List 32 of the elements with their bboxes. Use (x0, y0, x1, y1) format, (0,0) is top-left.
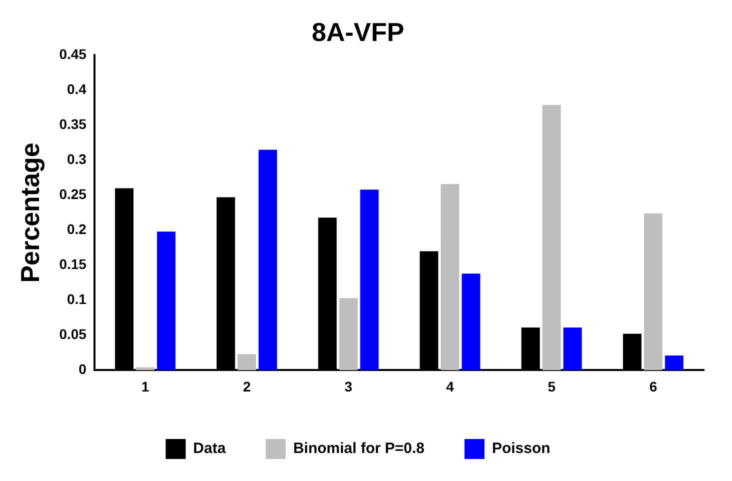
bar (440, 184, 460, 370)
legend-label: Poisson (492, 440, 550, 458)
y-tick-label: 0 (78, 361, 87, 378)
x-tick-label: 1 (141, 378, 150, 394)
chart-title: 8A-VFP (312, 16, 404, 47)
x-tick-label: 3 (344, 378, 353, 394)
bar (238, 354, 256, 370)
y-tick-label: 0.3 (66, 151, 87, 168)
bar (563, 328, 582, 370)
y-tick-label: 0.05 (59, 326, 87, 342)
legend-label: Binomial for P=0.8 (293, 440, 424, 458)
bar (542, 104, 561, 370)
y-tick-label: 0.4 (66, 81, 87, 98)
x-tick-label: 6 (649, 378, 658, 394)
bar (644, 213, 662, 370)
bar (157, 232, 176, 370)
legend-label: Data (193, 440, 226, 458)
bar (462, 274, 480, 370)
y-tick-label: 0.1 (66, 291, 87, 308)
y-axis-title: Percentage (14, 142, 45, 283)
bar (664, 356, 684, 370)
y-tick-label: 0.35 (59, 116, 87, 132)
bar (360, 190, 379, 370)
y-tick-label: 0.45 (59, 46, 87, 62)
y-tick-label: 0.2 (66, 221, 87, 238)
bar (258, 150, 278, 370)
y-tick-label: 0.25 (59, 186, 87, 202)
y-tick-label: 0.15 (59, 256, 87, 272)
x-tick-label: 5 (548, 378, 556, 394)
bar (339, 298, 358, 370)
x-tick-label: 4 (446, 378, 454, 394)
x-tick-label: 2 (242, 378, 251, 394)
